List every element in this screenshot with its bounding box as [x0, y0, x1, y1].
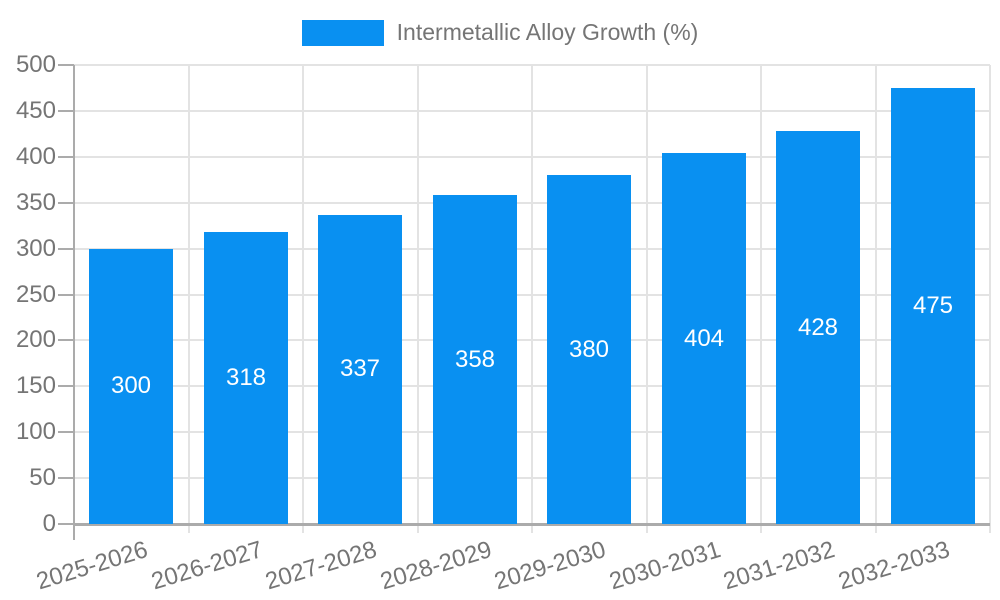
gridline-vertical	[874, 65, 877, 533]
bar-value-label: 475	[912, 291, 954, 319]
y-axis-label: 300	[15, 234, 56, 262]
bar: 337	[318, 214, 402, 524]
y-axis-tick	[58, 339, 74, 342]
y-axis-tick	[58, 385, 74, 388]
y-axis-line	[73, 65, 75, 540]
gridline-vertical	[416, 65, 419, 533]
y-axis-tick	[58, 201, 74, 204]
gridline-vertical	[760, 65, 762, 533]
y-axis-label: 50	[29, 464, 56, 492]
bar: 475	[891, 87, 975, 524]
bar: 428	[776, 131, 860, 524]
y-axis-label: 500	[15, 51, 56, 78]
y-axis-tick	[58, 523, 74, 525]
legend-label: Intermetallic Alloy Growth (%)	[396, 19, 699, 45]
bar-value-label: 337	[339, 355, 381, 383]
gridline-vertical	[302, 65, 304, 533]
bar-value-label: 404	[683, 324, 725, 352]
bar-value-label: 358	[454, 345, 496, 373]
gridline-vertical	[645, 65, 648, 533]
bar: 404	[662, 153, 746, 524]
y-axis-tick	[58, 109, 74, 112]
y-axis-tick	[58, 64, 74, 66]
y-axis-label: 350	[15, 188, 56, 216]
y-axis-tick	[58, 155, 74, 158]
bar-value-label: 300	[110, 372, 152, 400]
legend-swatch	[301, 19, 384, 46]
y-axis-tick	[58, 431, 74, 434]
y-axis-tick	[58, 293, 74, 296]
y-axis-label: 0	[42, 510, 56, 537]
legend[interactable]: Intermetallic Alloy Growth (%)	[0, 19, 1000, 46]
y-axis-label: 150	[15, 372, 56, 400]
y-axis-tick	[58, 477, 74, 480]
bar: 380	[547, 175, 631, 524]
bar: 358	[433, 195, 517, 524]
y-axis-label: 450	[15, 96, 56, 124]
y-axis-label: 100	[15, 418, 56, 446]
bar: 300	[89, 248, 173, 524]
gridline-vertical	[187, 65, 190, 533]
bar: 318	[204, 232, 288, 524]
y-axis-tick	[58, 247, 74, 250]
gridline-vertical	[989, 65, 991, 533]
gridline-vertical	[531, 65, 533, 533]
bar-value-label: 380	[568, 335, 610, 363]
y-axis-label: 250	[15, 280, 56, 308]
bar-value-label: 318	[225, 364, 267, 392]
x-axis-line	[74, 523, 990, 526]
y-axis-label: 200	[15, 326, 56, 354]
bar-value-label: 428	[797, 313, 839, 341]
y-axis-label: 400	[15, 142, 56, 170]
